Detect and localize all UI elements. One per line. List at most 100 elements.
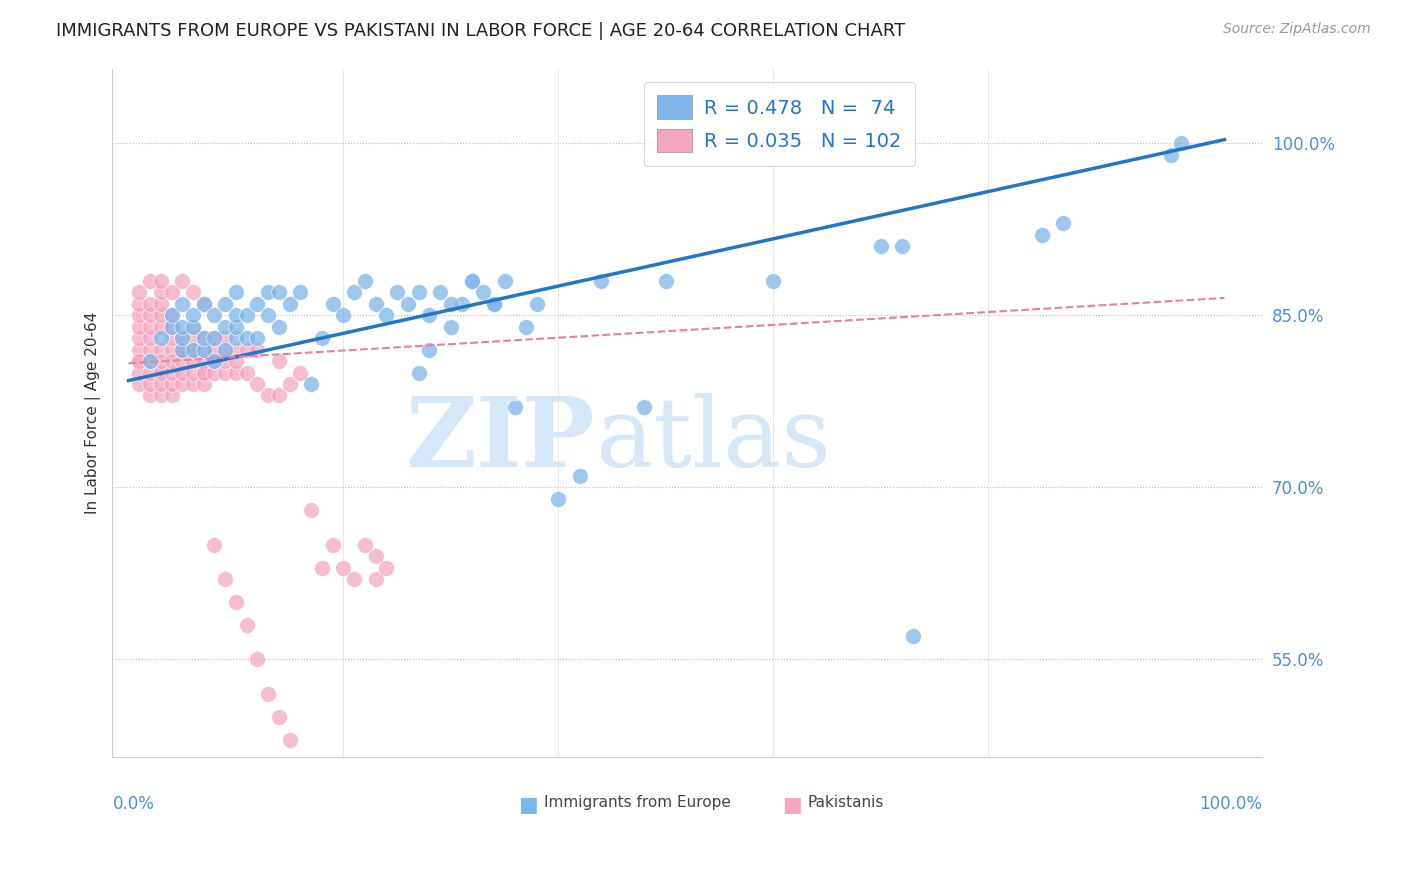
Point [204, 331, 226, 345]
Point [375, 308, 398, 322]
Text: Source: ZipAtlas.com: Source: ZipAtlas.com [1223, 22, 1371, 37]
Point [139, 296, 162, 310]
Point [429, 285, 451, 300]
Point [278, 296, 301, 310]
Point [128, 343, 150, 357]
Point [515, 319, 537, 334]
Point [193, 354, 215, 368]
Point [204, 354, 226, 368]
Point [311, 560, 333, 574]
Point [139, 388, 162, 402]
Point [172, 331, 194, 345]
Point [193, 331, 215, 345]
Point [246, 296, 269, 310]
Point [149, 331, 172, 345]
Point [172, 343, 194, 357]
Point [482, 296, 505, 310]
Point [214, 343, 236, 357]
Point [225, 354, 247, 368]
Point [225, 343, 247, 357]
Point [181, 354, 204, 368]
Point [128, 319, 150, 334]
Point [139, 343, 162, 357]
Point [139, 354, 162, 368]
Y-axis label: In Labor Force | Age 20-64: In Labor Force | Age 20-64 [86, 311, 101, 514]
Point [181, 343, 204, 357]
Point [891, 239, 914, 253]
Point [482, 296, 505, 310]
Point [160, 388, 183, 402]
Point [181, 331, 204, 345]
Point [408, 366, 430, 380]
Point [172, 319, 194, 334]
Point [214, 296, 236, 310]
Point [149, 366, 172, 380]
Point [440, 296, 463, 310]
Point [418, 308, 440, 322]
Point [343, 572, 366, 586]
Point [450, 296, 472, 310]
Point [214, 572, 236, 586]
Point [139, 308, 162, 322]
Point [149, 354, 172, 368]
Point [568, 468, 591, 483]
Point [235, 331, 257, 345]
Point [235, 618, 257, 632]
Point [246, 331, 269, 345]
Point [225, 366, 247, 380]
Point [172, 331, 194, 345]
Point [246, 376, 269, 391]
Point [225, 331, 247, 345]
Point [204, 331, 226, 345]
Point [172, 376, 194, 391]
Point [396, 296, 419, 310]
Point [1031, 227, 1053, 242]
Point [172, 354, 194, 368]
Point [128, 331, 150, 345]
Point [204, 354, 226, 368]
Point [290, 285, 312, 300]
Point [225, 308, 247, 322]
Point [160, 366, 183, 380]
Point [204, 538, 226, 552]
Point [526, 296, 548, 310]
Point [354, 274, 377, 288]
Point [128, 308, 150, 322]
Point [290, 366, 312, 380]
Point [160, 285, 183, 300]
Point [128, 285, 150, 300]
Point [235, 308, 257, 322]
Point [181, 285, 204, 300]
Point [225, 319, 247, 334]
Text: 100.0%: 100.0% [1199, 795, 1263, 813]
Point [235, 366, 257, 380]
Point [214, 319, 236, 334]
Point [172, 343, 194, 357]
Point [149, 388, 172, 402]
Point [354, 538, 377, 552]
Point [139, 319, 162, 334]
Point [139, 354, 162, 368]
Text: Immigrants from Europe: Immigrants from Europe [544, 795, 730, 810]
Point [1170, 136, 1192, 150]
Point [193, 331, 215, 345]
Text: ZIP: ZIP [406, 393, 595, 487]
Point [257, 285, 280, 300]
Point [149, 274, 172, 288]
Point [204, 343, 226, 357]
Point [193, 343, 215, 357]
Point [204, 366, 226, 380]
Point [901, 629, 924, 643]
Point [278, 376, 301, 391]
Point [385, 285, 408, 300]
Point [160, 343, 183, 357]
Point [633, 400, 655, 414]
Text: ■: ■ [517, 795, 537, 814]
Point [494, 274, 516, 288]
Point [139, 376, 162, 391]
Point [290, 767, 312, 781]
Point [408, 285, 430, 300]
Point [311, 331, 333, 345]
Point [172, 343, 194, 357]
Point [193, 296, 215, 310]
